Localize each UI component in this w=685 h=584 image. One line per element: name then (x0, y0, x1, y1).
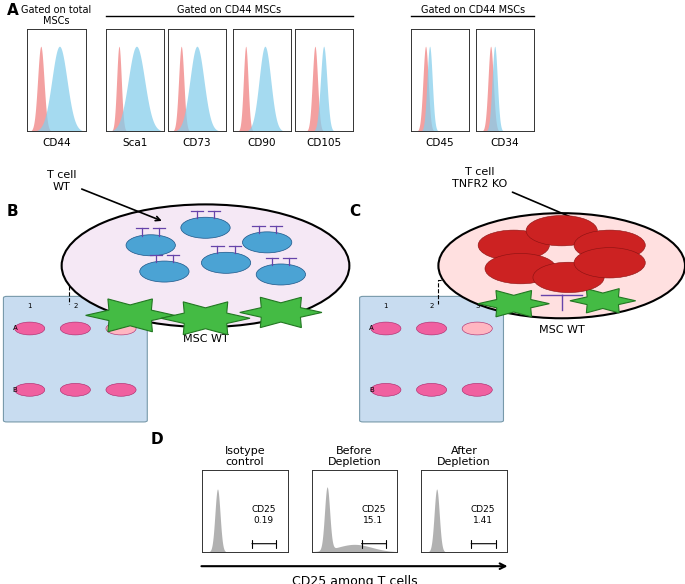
Text: CD34: CD34 (491, 138, 519, 148)
Circle shape (574, 248, 645, 278)
Circle shape (126, 235, 175, 256)
Text: B: B (13, 387, 17, 393)
Circle shape (14, 322, 45, 335)
Circle shape (62, 204, 349, 327)
Text: T cell
TNFR2 KO: T cell TNFR2 KO (452, 168, 592, 226)
Text: 3: 3 (119, 303, 123, 309)
Circle shape (485, 253, 556, 284)
Circle shape (106, 383, 136, 396)
Text: 2: 2 (73, 303, 77, 309)
Text: 0.19: 0.19 (253, 516, 274, 526)
Circle shape (371, 322, 401, 335)
Text: MSC WT: MSC WT (539, 325, 584, 335)
Circle shape (533, 262, 604, 293)
Text: T cell
WT: T cell WT (47, 171, 160, 221)
Text: CD25: CD25 (471, 505, 495, 514)
Text: 1: 1 (27, 303, 32, 309)
Text: CD45: CD45 (426, 138, 454, 148)
Text: CD25: CD25 (251, 505, 276, 514)
Text: Isotype
control: Isotype control (225, 446, 265, 467)
Circle shape (574, 230, 645, 260)
FancyBboxPatch shape (360, 297, 503, 422)
Text: A: A (7, 3, 18, 18)
Text: CD25: CD25 (361, 505, 386, 514)
Text: B: B (369, 387, 373, 393)
Text: 15.1: 15.1 (363, 516, 384, 526)
Text: 1: 1 (384, 303, 388, 309)
Circle shape (181, 217, 230, 238)
Text: 3: 3 (475, 303, 480, 309)
Circle shape (526, 215, 597, 246)
Text: Sca1: Sca1 (123, 138, 148, 148)
Text: Gated on CD44 MSCs: Gated on CD44 MSCs (421, 5, 525, 15)
Polygon shape (478, 290, 549, 317)
Circle shape (478, 230, 549, 260)
Circle shape (242, 232, 292, 253)
Text: A: A (369, 325, 373, 332)
Text: CD105: CD105 (306, 138, 341, 148)
Circle shape (371, 383, 401, 396)
Text: A: A (13, 325, 17, 332)
Circle shape (462, 322, 493, 335)
Text: CD73: CD73 (183, 138, 211, 148)
Text: CD25 among T cells: CD25 among T cells (292, 575, 417, 584)
Text: 1.41: 1.41 (473, 516, 493, 526)
Circle shape (14, 383, 45, 396)
Text: B: B (7, 204, 18, 219)
Circle shape (60, 383, 90, 396)
Circle shape (201, 252, 251, 273)
Circle shape (462, 383, 493, 396)
Polygon shape (240, 297, 322, 328)
Circle shape (140, 261, 189, 282)
Circle shape (416, 383, 447, 396)
Circle shape (60, 322, 90, 335)
Text: 2: 2 (429, 303, 434, 309)
Text: D: D (151, 432, 163, 447)
Circle shape (106, 322, 136, 335)
Circle shape (256, 264, 306, 285)
Text: Before
Depletion: Before Depletion (327, 446, 382, 467)
Text: CD44: CD44 (42, 138, 71, 148)
FancyBboxPatch shape (3, 297, 147, 422)
Text: Gated on total
MSCs: Gated on total MSCs (21, 5, 92, 26)
Polygon shape (86, 299, 175, 332)
Polygon shape (161, 302, 250, 335)
Text: Gated on CD44 MSCs: Gated on CD44 MSCs (177, 5, 282, 15)
Text: MSC WT: MSC WT (183, 333, 228, 344)
Text: C: C (349, 204, 360, 219)
Polygon shape (570, 288, 636, 313)
Text: After
Depletion: After Depletion (437, 446, 491, 467)
Text: CD90: CD90 (248, 138, 276, 148)
Circle shape (438, 213, 685, 318)
Circle shape (416, 322, 447, 335)
